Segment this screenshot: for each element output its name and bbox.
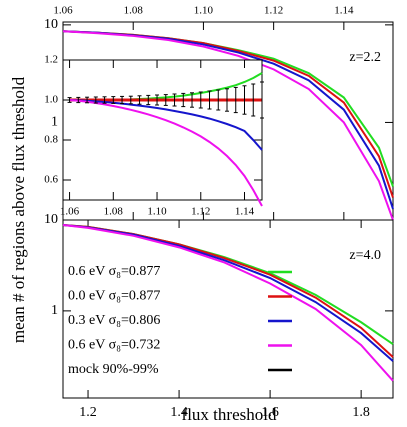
x-tick-label: 1.14: [334, 5, 354, 17]
x-tick-label: 1.08: [124, 5, 144, 17]
x-tick-label: 1.08: [104, 206, 124, 218]
x-tick-label: 1.12: [264, 5, 283, 17]
data-line: [62, 30, 394, 221]
x-tick-label: 1.06: [60, 206, 80, 218]
legend-label: 0.6 eV σ₈=0.877: [68, 264, 160, 279]
x-tick-label: 1.6: [261, 405, 279, 420]
y-tick-label: 1.2: [44, 54, 58, 66]
y-tick-label: 1.0: [44, 94, 58, 106]
legend-label: mock 90%-99%: [68, 362, 159, 377]
legend-label: 0.6 eV σ₈=0.732: [68, 338, 160, 353]
data-line: [62, 224, 394, 382]
y-tick-label: 1: [51, 303, 58, 318]
x-tick-label: 1.8: [352, 405, 370, 420]
x-tick-label: 1.12: [191, 206, 210, 218]
annotation: z=4.0: [349, 248, 381, 263]
annotation: z=2.2: [349, 50, 381, 65]
y-axis-label: mean # of regions above flux threshold: [9, 76, 28, 343]
x-tick-label: 1.4: [170, 405, 188, 420]
y-tick-label: 10: [44, 212, 58, 227]
y-tick-label: 0.8: [44, 134, 58, 146]
data-line: [69, 99, 263, 207]
data-line: [69, 99, 263, 151]
x-tick-label: 1.2: [79, 405, 97, 420]
y-tick-label: 1: [51, 115, 58, 130]
y-tick-label: 10: [44, 17, 58, 32]
plot-frame: [62, 59, 263, 201]
legend-label: 0.0 eV σ₈=0.877: [68, 289, 160, 304]
x-tick-label: 1.14: [235, 206, 255, 218]
x-tick-label: 1.10: [194, 5, 214, 17]
y-tick-label: 0.6: [44, 174, 58, 186]
x-tick-label: 1.06: [53, 5, 73, 17]
x-tick-label: 1.10: [147, 206, 167, 218]
legend-label: 0.3 eV σ₈=0.806: [68, 313, 160, 328]
x-axis-label: flux threshold: [182, 405, 277, 424]
